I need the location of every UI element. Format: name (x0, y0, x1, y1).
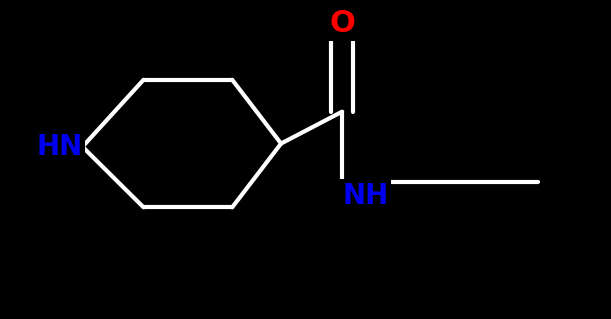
Text: O: O (329, 9, 355, 38)
Text: HN: HN (36, 133, 82, 161)
Text: NH: NH (342, 182, 389, 210)
